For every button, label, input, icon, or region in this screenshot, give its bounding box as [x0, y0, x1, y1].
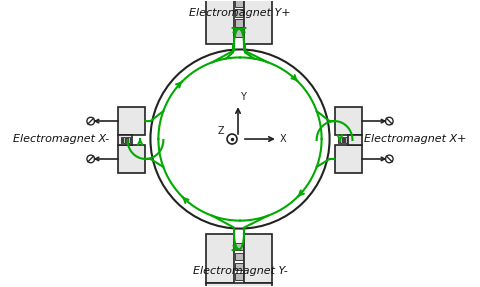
Text: X: X: [280, 134, 287, 144]
Bar: [348, 135, 362, 145]
Bar: [235, 243, 243, 251]
Bar: [206, 283, 272, 287]
Text: Y: Y: [240, 92, 246, 102]
Bar: [335, 145, 362, 173]
Bar: [345, 137, 347, 143]
Bar: [235, 9, 243, 17]
Circle shape: [227, 134, 237, 144]
Bar: [118, 107, 145, 135]
Text: Electromagnet X+: Electromagnet X+: [364, 134, 467, 144]
Bar: [206, 0, 234, 44]
Bar: [235, 263, 243, 270]
Bar: [235, 19, 243, 27]
Bar: [123, 137, 125, 143]
Bar: [343, 137, 344, 143]
Bar: [206, 234, 234, 283]
Bar: [126, 137, 127, 143]
Bar: [340, 137, 342, 143]
Text: Electromagnet Y-: Electromagnet Y-: [192, 266, 288, 276]
Text: Electromagnet Y+: Electromagnet Y+: [189, 8, 291, 18]
Bar: [235, 253, 243, 260]
Bar: [244, 234, 272, 283]
Bar: [335, 107, 362, 135]
Bar: [235, 273, 243, 280]
Bar: [337, 137, 339, 143]
Text: Z: Z: [217, 126, 224, 136]
Bar: [128, 137, 130, 143]
Bar: [118, 145, 145, 173]
Bar: [244, 0, 272, 44]
Bar: [235, 29, 243, 36]
Bar: [118, 135, 132, 145]
Text: Electromagnet X-: Electromagnet X-: [13, 134, 109, 144]
Bar: [235, 0, 243, 7]
Bar: [120, 137, 122, 143]
